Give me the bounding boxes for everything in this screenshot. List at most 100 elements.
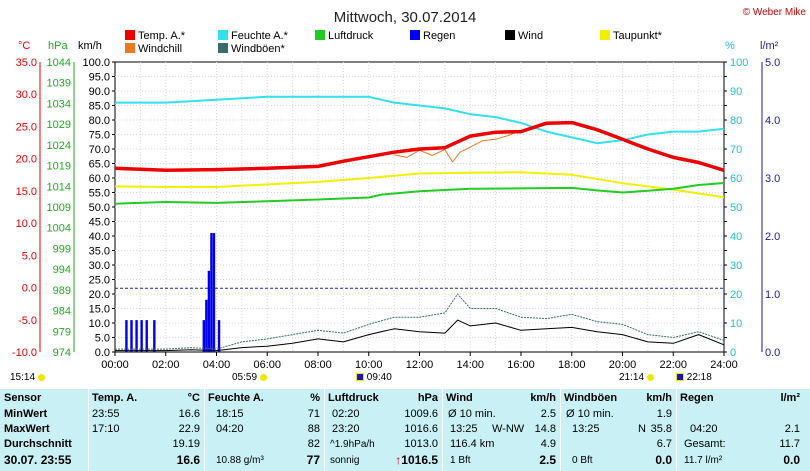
rain-current: 0.0 [783,453,800,467]
stats-table: Sensor MinWert MaxWert Durchschnitt 30.0… [0,389,810,471]
rain-tick-label: 1.0 [765,289,780,301]
temp-tick-label: 35.0 [16,57,37,69]
rain-bar [217,320,221,352]
wind-tick-label: 30.0 [89,260,110,272]
sunset-time: 21:14 [619,372,645,383]
rain-tick-label: 2.0 [765,231,780,243]
temp-unit-label: °C [18,40,30,52]
rain-unit-label: l/m² [760,40,779,52]
wind-bft: 1 Bft [450,455,471,466]
legend-swatch-pressure [315,30,325,40]
rain-bar [125,320,128,352]
sunset-icon [646,373,654,381]
wind-avg10-label: Ø 10 min. [448,408,496,420]
x-tick-label: 10:00 [355,359,383,371]
press-tick-label: 1004 [47,223,71,235]
hum-min-time: 18:15 [216,408,244,420]
press-tick-label: 1044 [47,57,71,69]
sun-icon [37,373,45,381]
chart-title: Mittwoch, 30.07.2014 [334,9,477,26]
series-line-dewpoint [114,171,725,199]
wind-tick-label: 80.0 [89,115,110,127]
rain-bar [145,320,148,352]
hum-tick-label: 40 [730,231,742,243]
temp-min-time: 23:55 [92,408,120,420]
temp-tick-label: 10.0 [16,218,37,230]
rain-bar [153,320,156,352]
sunrise-time: 05:59 [232,372,258,383]
x-tick-label: 12:00 [406,359,434,371]
press-header: Luftdruck [328,392,379,404]
current-datetime: 30.07. 23:55 [4,453,72,467]
gust-header: Windböen [564,392,618,404]
rain-bar [135,320,138,352]
rain-bar [210,233,213,352]
wind-tick-label: 0.0 [95,347,110,359]
press-tick-label: 999 [53,243,71,255]
wind-tick-label: 85.0 [89,101,110,113]
wind-tick-label: 40.0 [89,231,110,243]
series-line-temp [114,120,725,173]
press-tick-label: 979 [53,326,71,338]
legend-label-pressure: Luftdruck [328,30,374,42]
x-tick-label: 20:00 [609,359,637,371]
series-line-pressure [114,182,725,205]
gust-max-time: 13:25 [572,423,600,435]
series-line-wind [115,319,725,352]
temp-tick-label: 20.0 [16,154,37,166]
legend-label-windchill: Windchill [138,43,182,55]
wind-tick-label: 35.0 [89,246,110,258]
temp-tick-label: 5.0 [22,250,37,262]
x-tick-label: 14:00 [456,359,484,371]
press-avg: 1013.0 [404,438,438,450]
x-tick-label: 04:00 [203,359,231,371]
temp-avg: 19.19 [172,438,200,450]
wind-tick-label: 45.0 [89,217,110,229]
legend-label-dewpoint: Taupunkt* [613,30,663,42]
gust-bft: 0 Bft [572,455,593,466]
legend-swatch-wind [505,30,515,40]
moonrise-time: 09:40 [366,372,392,383]
sunset-marker: 21:14 [619,372,654,383]
temp-tick-label: 25.0 [16,121,37,133]
moonrise-marker: 09:40 [356,372,392,383]
moonrise-icon [356,373,364,382]
wind-tick-label: 25.0 [89,275,110,287]
rain-bar [202,320,206,352]
press-forecast: sonnig [330,455,360,466]
wind-tick-label: 95.0 [89,72,110,84]
wind-tick-label: 70.0 [89,144,110,156]
legend-swatch-temp [125,30,135,40]
wind-tick-label: 90.0 [89,86,110,98]
sunrise-marker: 05:59 [232,372,267,383]
hum-tick-label: 20 [730,289,742,301]
legend-swatch-rain [410,30,420,40]
hum-tick-label: 10 [730,318,742,330]
x-tick-label: 16:00 [507,359,535,371]
stats-col-pressure: Luftdruck hPa 02:20 1009.6 23:20 1016.6 ^1.… [324,389,442,471]
press-current: 1016.5 [401,453,438,467]
wind-tick-label: 100.0 [82,57,110,69]
weather-chart: 35.0 30.0 25.0 20.0 15.0 10.0 5.0 0.0 -5.0 -10.0 1… [12,7,807,371]
row-label-avg: Durchschnitt [4,438,72,450]
series-lines [114,95,725,352]
wind-max-val: 14.8 [534,423,556,435]
rain-total-val: 11.7 [779,438,800,450]
hum-tick-label: 60 [730,173,742,185]
gust-unit: km/h [646,392,672,404]
temp-tick-label: -5.0 [18,315,37,327]
x-tick-label: 22:00 [659,359,687,371]
grid-lines [115,62,724,352]
moonset-marker: 22:18 [676,372,712,383]
hum-current: 77 [306,453,320,467]
legend: Temp. A.* Feuchte A.* Luftdruck Regen Wind Ta… [125,30,663,55]
left-time-marker: 15:14 [10,372,45,383]
moonset-time: 22:18 [686,372,712,383]
wind-unit: km/h [530,392,556,404]
legend-label-humidity: Feuchte A.* [231,30,289,42]
rain-tick-label: 3.0 [765,173,780,185]
press-tick-label: 1024 [47,140,71,152]
gust-avg: 6.7 [656,438,672,450]
wind-max-time: 13:25 [450,423,478,435]
wind-tick-label: 5.0 [95,333,110,345]
